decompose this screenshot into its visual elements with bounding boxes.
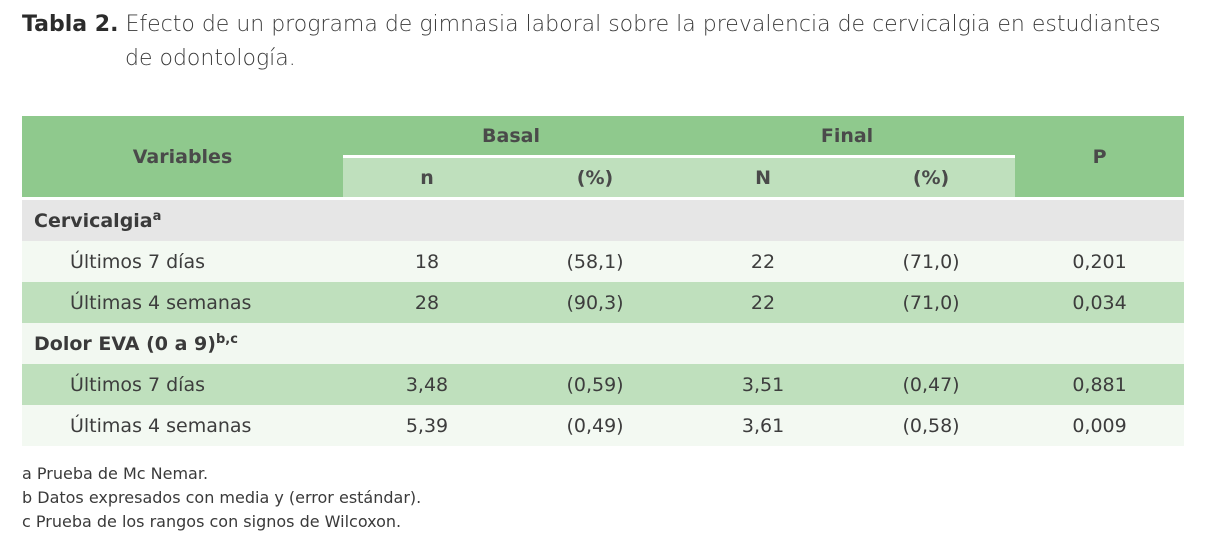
table-row: Últimas 4 semanas 5,39 (0,49) 3,61 (0,58… bbox=[22, 405, 1185, 446]
basal-pct-cell: (58,1) bbox=[511, 241, 680, 282]
header-p: P bbox=[1015, 116, 1185, 199]
row-label: Últimos 7 días bbox=[22, 241, 343, 282]
row-label: Últimas 4 semanas bbox=[22, 405, 343, 446]
row-label: Últimas 4 semanas bbox=[22, 282, 343, 323]
footnotes: a Prueba de Mc Nemar. b Datos expresados… bbox=[22, 462, 421, 534]
final-n-cell: 22 bbox=[679, 282, 848, 323]
section-row-cervicalgia: Cervicalgiaa bbox=[22, 198, 1185, 241]
table-row: Últimos 7 días 18 (58,1) 22 (71,0) 0,201 bbox=[22, 241, 1185, 282]
row-label: Últimos 7 días bbox=[22, 364, 343, 405]
basal-n-cell: 3,48 bbox=[343, 364, 511, 405]
section-title-text: Cervicalgia bbox=[34, 210, 153, 232]
basal-n-cell: 28 bbox=[343, 282, 511, 323]
section-row-dolor-eva: Dolor EVA (0 a 9)b,c bbox=[22, 323, 1185, 364]
section-footnote-mark: a bbox=[152, 209, 162, 224]
section-footnote-mark: b,c bbox=[215, 332, 238, 347]
section-title: Cervicalgiaa bbox=[22, 198, 1185, 241]
header-variables: Variables bbox=[22, 116, 343, 199]
caption-text-line1: Efecto de un programa de gimnasia labora… bbox=[125, 12, 1161, 37]
caption-label: Tabla 2. bbox=[22, 12, 119, 37]
section-title-text: Dolor EVA (0 a 9) bbox=[34, 333, 216, 355]
footnote: a Prueba de Mc Nemar. bbox=[22, 464, 209, 483]
p-value-cell: 0,009 bbox=[1015, 405, 1185, 446]
basal-pct-cell: (90,3) bbox=[511, 282, 680, 323]
final-n-cell: 3,51 bbox=[679, 364, 848, 405]
basal-pct-cell: (0,49) bbox=[511, 405, 680, 446]
footnote: b Datos expresados con media y (error es… bbox=[22, 488, 422, 507]
table-row: Últimos 7 días 3,48 (0,59) 3,51 (0,47) 0… bbox=[22, 364, 1185, 405]
header-final: Final bbox=[679, 116, 1016, 158]
final-n-cell: 22 bbox=[679, 241, 848, 282]
table-row: Últimas 4 semanas 28 (90,3) 22 (71,0) 0,… bbox=[22, 282, 1185, 323]
header-final-pct: (%) bbox=[847, 156, 1016, 199]
final-pct-cell: (0,47) bbox=[847, 364, 1016, 405]
caption-text-line2: de odontología. bbox=[125, 46, 296, 71]
results-table: Variables Basal Final P n (%) N (%) Cerv… bbox=[22, 116, 1185, 446]
table-caption: Tabla 2. Efecto de un programa de gimnas… bbox=[22, 8, 1187, 76]
final-pct-cell: (71,0) bbox=[847, 282, 1016, 323]
section-title: Dolor EVA (0 a 9)b,c bbox=[22, 323, 1185, 364]
header-final-n: N bbox=[679, 156, 848, 199]
basal-n-cell: 5,39 bbox=[343, 405, 511, 446]
basal-n-cell: 18 bbox=[343, 241, 511, 282]
p-value-cell: 0,881 bbox=[1015, 364, 1185, 405]
p-value-cell: 0,201 bbox=[1015, 241, 1185, 282]
header-basal-pct: (%) bbox=[511, 156, 680, 199]
final-n-cell: 3,61 bbox=[679, 405, 848, 446]
final-pct-cell: (71,0) bbox=[847, 241, 1016, 282]
final-pct-cell: (0,58) bbox=[847, 405, 1016, 446]
header-basal: Basal bbox=[343, 116, 680, 158]
basal-pct-cell: (0,59) bbox=[511, 364, 680, 405]
p-value-cell: 0,034 bbox=[1015, 282, 1185, 323]
footnote: c Prueba de los rangos con signos de Wil… bbox=[22, 512, 402, 531]
header-basal-n: n bbox=[343, 156, 511, 199]
